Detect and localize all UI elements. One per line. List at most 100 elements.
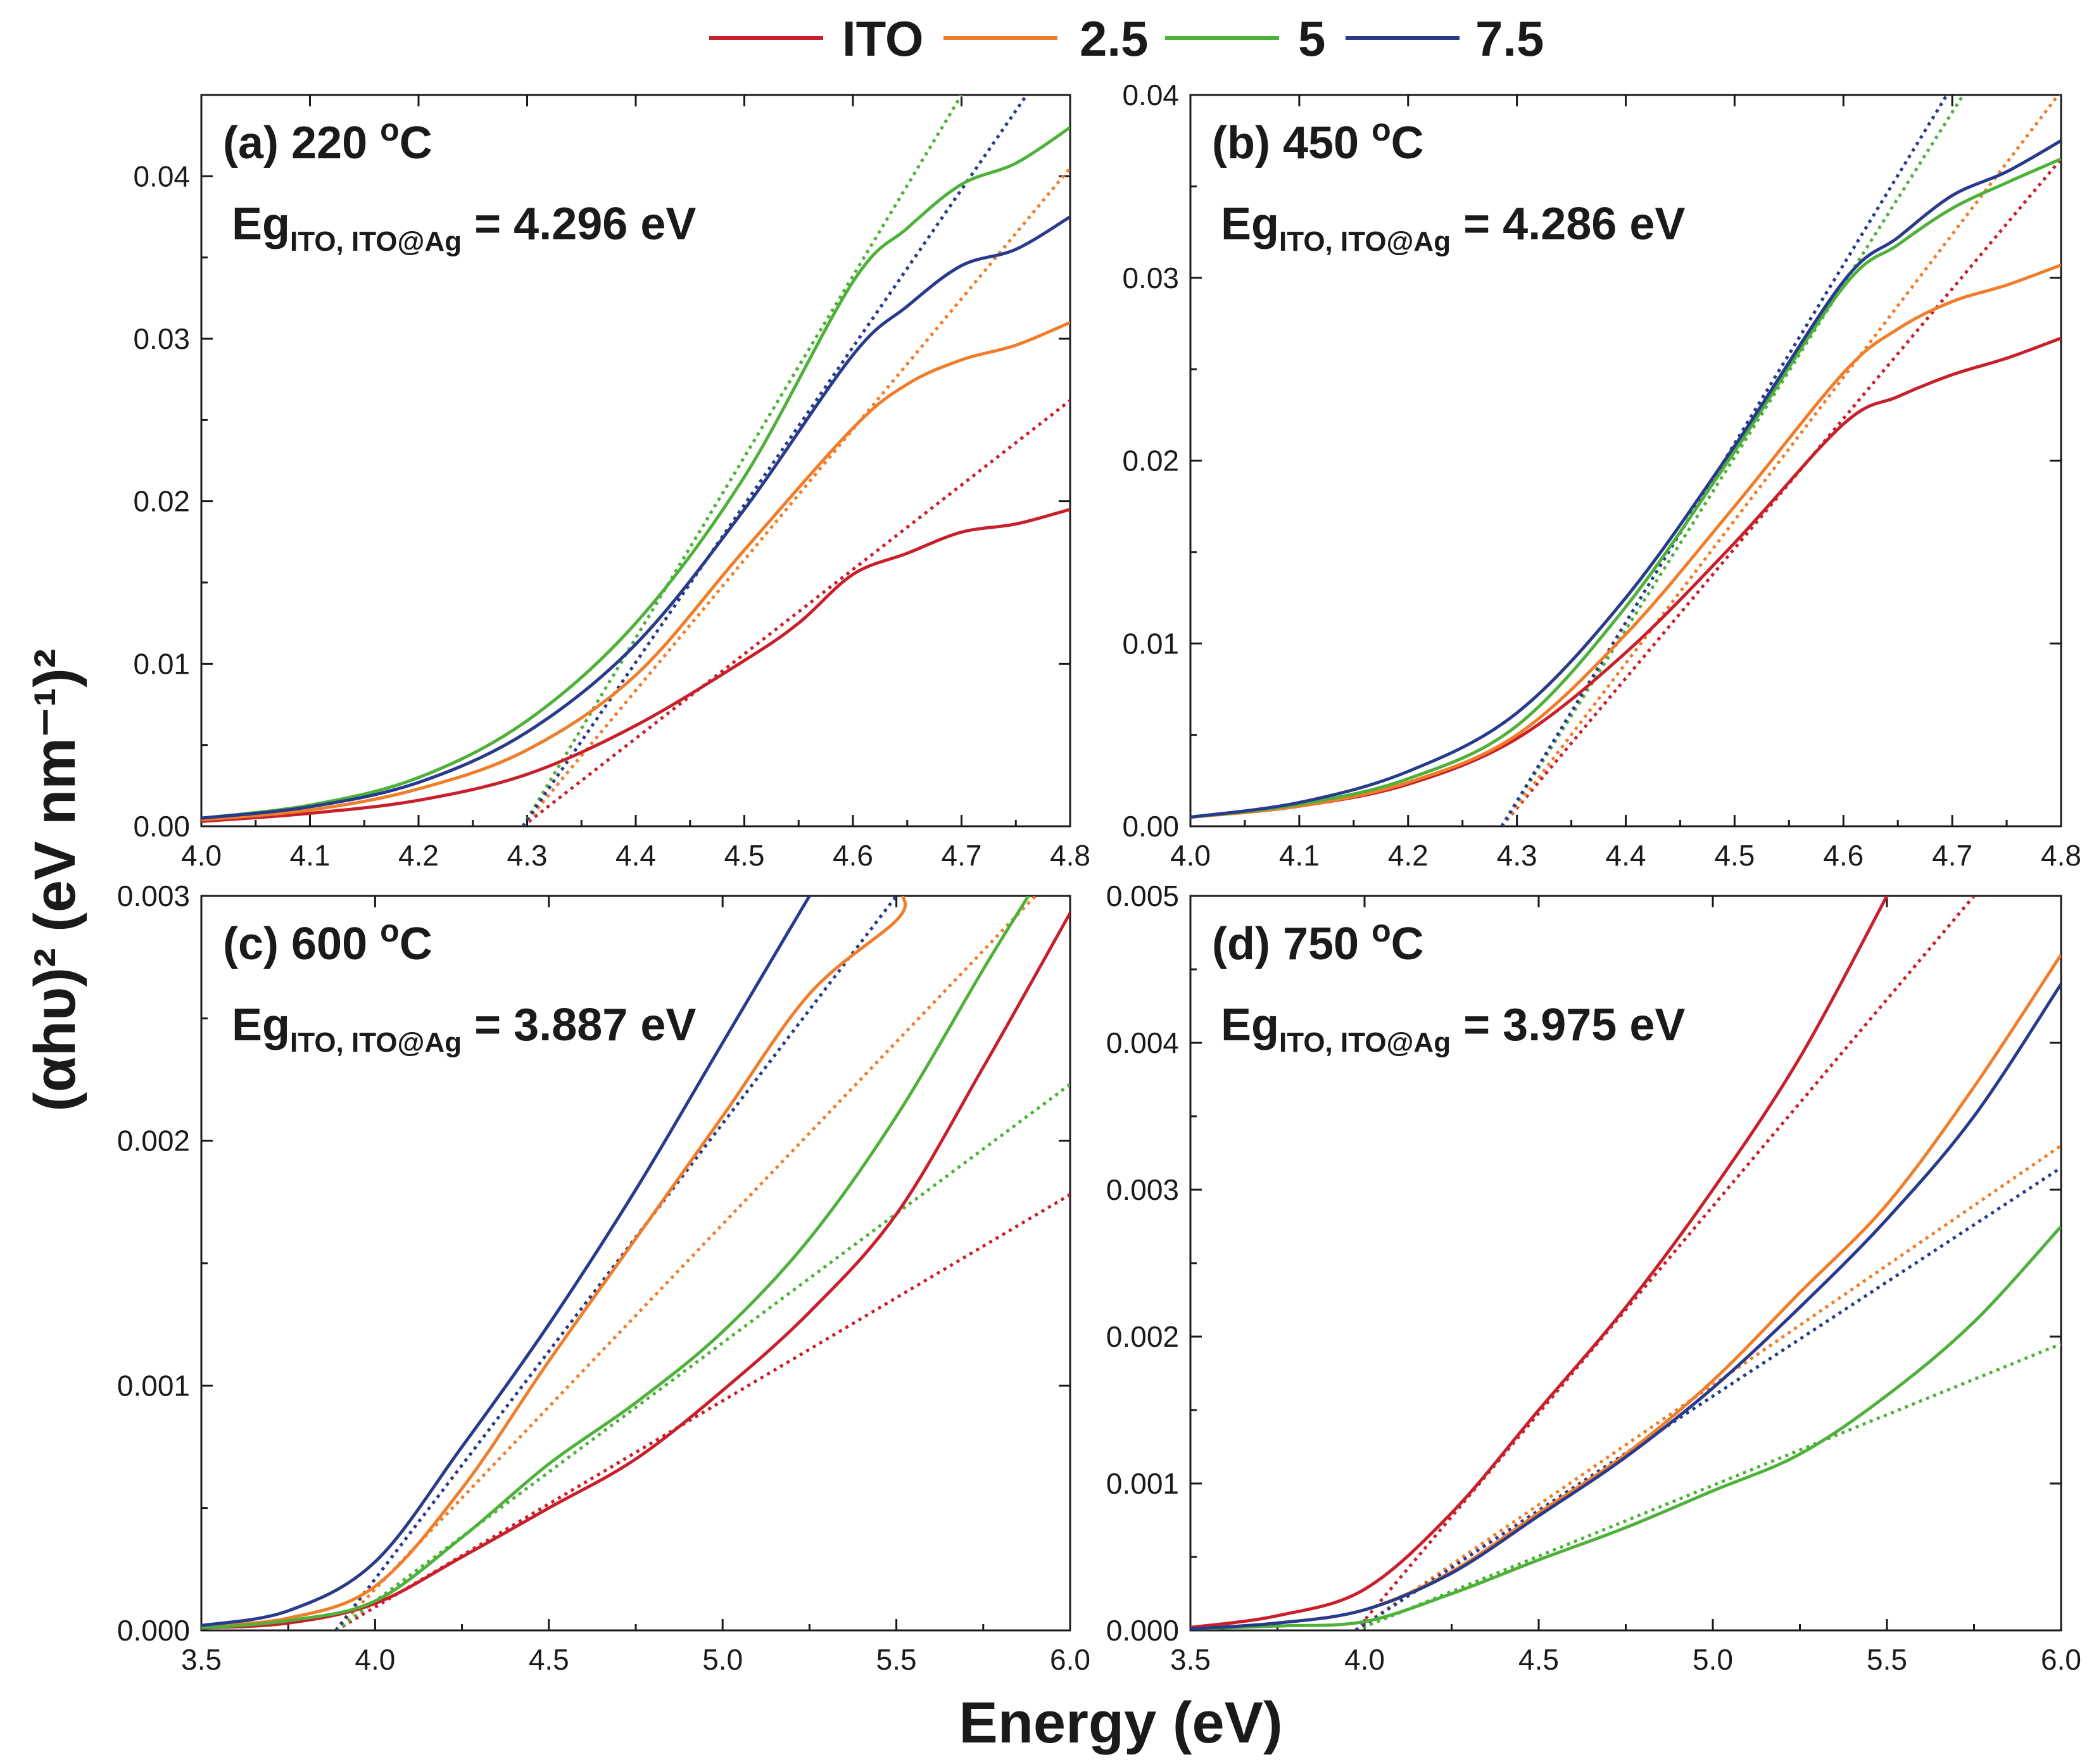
panel-b: 4.0 4.1 4.2 4.3 4.4 4.5 4.6 4.7 4.8 0.00 0.01 0.02 0… xyxy=(1122,79,2081,872)
series-line-7-5 xyxy=(201,215,1070,820)
panel-label: (c) 600 oC xyxy=(223,913,432,969)
fit-line-ito xyxy=(522,399,1070,826)
series-line-5 xyxy=(1190,157,2061,819)
bandgap-prefix: Eg xyxy=(232,1000,290,1050)
x-tick-label: 6.0 xyxy=(2041,1643,2081,1676)
y-tick-label: 0.003 xyxy=(117,879,190,912)
legend-label-ito: ITO xyxy=(842,11,924,66)
bandgap-value: = 3.887 eV xyxy=(462,1000,696,1050)
legend-label-7-5: 7.5 xyxy=(1475,11,1544,66)
x-tick-label: 4.8 xyxy=(1050,839,1090,872)
series-line-ito xyxy=(201,508,1070,823)
x-tick-label: 5.0 xyxy=(702,1643,743,1676)
y-tick-label: 0.04 xyxy=(133,160,190,192)
x-tick-label: 4.6 xyxy=(833,839,873,872)
bandgap-annotation: EgITO, ITO@Ag = 4.296 eV xyxy=(232,199,696,257)
panel-a: 4.0 4.1 4.2 4.3 4.4 4.5 4.6 4.7 4.8 0.00 0.01 0.02 0… xyxy=(133,94,1090,872)
fit-line-5 xyxy=(521,95,963,826)
y-tick-label: 0.02 xyxy=(1122,444,1179,477)
x-tick-label: 4.5 xyxy=(1714,839,1755,872)
bandgap-prefix: Eg xyxy=(232,199,290,249)
bandgap-annotation: EgITO, ITO@Ag = 3.975 eV xyxy=(1221,1000,1685,1058)
y-tick-label: 0.00 xyxy=(1122,810,1179,843)
x-tick-label: 4.6 xyxy=(1823,839,1864,872)
bandgap-subscript: ITO, ITO@Ag xyxy=(290,1027,462,1058)
fit-line-7-5 xyxy=(1354,1166,2061,1630)
legend-item-5: 5 xyxy=(1165,11,1325,66)
panel-label-text: (b) 450 xyxy=(1212,118,1372,168)
x-tick-label: 4.1 xyxy=(1279,839,1320,872)
x-tick-label: 6.0 xyxy=(1050,1643,1090,1676)
x-tick-label: 4.2 xyxy=(398,839,439,872)
y-tick-label: 0.003 xyxy=(1106,1173,1179,1206)
series-line-5 xyxy=(201,126,1070,820)
x-tick-label: 4.5 xyxy=(1518,1643,1559,1676)
panel-d: 3.5 4.0 4.5 5.0 5.5 6.0 0.000 0.001 0.002 0.003 0.… xyxy=(1106,879,2081,1676)
panel-label-unit-c: C xyxy=(1391,919,1424,969)
bandgap-subscript: ITO, ITO@Ag xyxy=(1279,1027,1451,1058)
y-axis-title: (αhυ)² (eV nm⁻¹)² xyxy=(23,649,87,1112)
panel-label-unit-c: C xyxy=(400,118,432,168)
y-tick-label: 0.01 xyxy=(133,647,190,680)
panel-c: 3.5 4.0 4.5 5.0 5.5 6.0 0.000 0.001 0.002 0.003 (c… xyxy=(117,879,1090,1676)
panel-label-unit-degree: o xyxy=(380,112,400,148)
y-tick-label: 0.005 xyxy=(1106,879,1179,912)
y-tick-label: 0.03 xyxy=(1122,261,1179,294)
panel-label: (a) 220 oC xyxy=(223,112,432,168)
panel-label-unit-degree: o xyxy=(1372,112,1391,148)
fit-line-2-5 xyxy=(1354,1144,2061,1630)
bandgap-value: = 4.296 eV xyxy=(462,199,696,249)
x-tick-label: 4.0 xyxy=(1170,839,1211,872)
x-tick-label: 4.0 xyxy=(181,839,222,872)
y-tick-label: 0.002 xyxy=(117,1125,190,1157)
series-line-2-5 xyxy=(1190,263,2061,819)
x-tick-label: 3.5 xyxy=(1170,1643,1211,1676)
series-line-2-5 xyxy=(201,321,1070,822)
bandgap-value: = 3.975 eV xyxy=(1451,1000,1685,1050)
x-tick-label: 4.0 xyxy=(1344,1643,1385,1676)
bandgap-value: = 4.286 eV xyxy=(1451,199,1685,249)
panel-label-unit-c: C xyxy=(1391,118,1424,168)
x-tick-label: 4.3 xyxy=(1497,839,1537,872)
y-tick-label: 0.02 xyxy=(133,485,190,518)
fit-line-5 xyxy=(1355,1342,2061,1630)
y-tick-label: 0.004 xyxy=(1106,1026,1179,1059)
x-tick-label: 4.0 xyxy=(355,1643,395,1676)
panel-label-text: (d) 750 xyxy=(1212,919,1372,969)
x-tick-label: 4.7 xyxy=(1932,839,1972,872)
y-tick-label: 0.000 xyxy=(1106,1614,1179,1647)
plot-area xyxy=(1190,95,2061,826)
bandgap-subscript: ITO, ITO@Ag xyxy=(290,226,462,257)
series-line-7-5 xyxy=(1190,983,2061,1630)
fit-line-7-5 xyxy=(334,896,898,1630)
x-tick-label: 5.5 xyxy=(876,1643,917,1676)
series-line-ito xyxy=(1190,336,2061,819)
bandgap-prefix: Eg xyxy=(1221,199,1279,249)
x-tick-label: 4.5 xyxy=(529,1643,569,1676)
panel-label-unit-degree: o xyxy=(380,913,400,948)
legend-item-7-5: 7.5 xyxy=(1346,11,1544,66)
x-tick-label: 4.4 xyxy=(1606,839,1646,872)
x-tick-label: 5.5 xyxy=(1867,1643,1907,1676)
series-line-ito xyxy=(1190,896,1889,1629)
series-line-7-5 xyxy=(1190,139,2061,819)
panel-label: (b) 450 oC xyxy=(1212,112,1424,168)
fit-line-7-5 xyxy=(521,95,1028,826)
series-line-2-5 xyxy=(201,896,907,1627)
panel-label-text: (c) 600 xyxy=(223,919,380,969)
x-tick-label: 4.3 xyxy=(507,839,548,872)
panel-label: (d) 750 oC xyxy=(1212,913,1424,969)
y-tick-label: 0.04 xyxy=(1122,79,1179,111)
fit-line-2-5 xyxy=(1500,95,2060,826)
y-tick-label: 0.00 xyxy=(133,810,190,843)
x-tick-label: 3.5 xyxy=(181,1643,222,1676)
bandgap-annotation: EgITO, ITO@Ag = 4.286 eV xyxy=(1221,199,1685,257)
legend-label-5: 5 xyxy=(1298,11,1325,66)
y-tick-label: 0.000 xyxy=(117,1614,190,1647)
x-tick-label: 4.8 xyxy=(2041,839,2081,872)
y-tick-label: 0.03 xyxy=(133,322,190,355)
x-tick-label: 4.7 xyxy=(942,839,982,872)
y-tick-label: 0.001 xyxy=(1106,1467,1179,1500)
fit-line-ito xyxy=(335,1193,1070,1630)
